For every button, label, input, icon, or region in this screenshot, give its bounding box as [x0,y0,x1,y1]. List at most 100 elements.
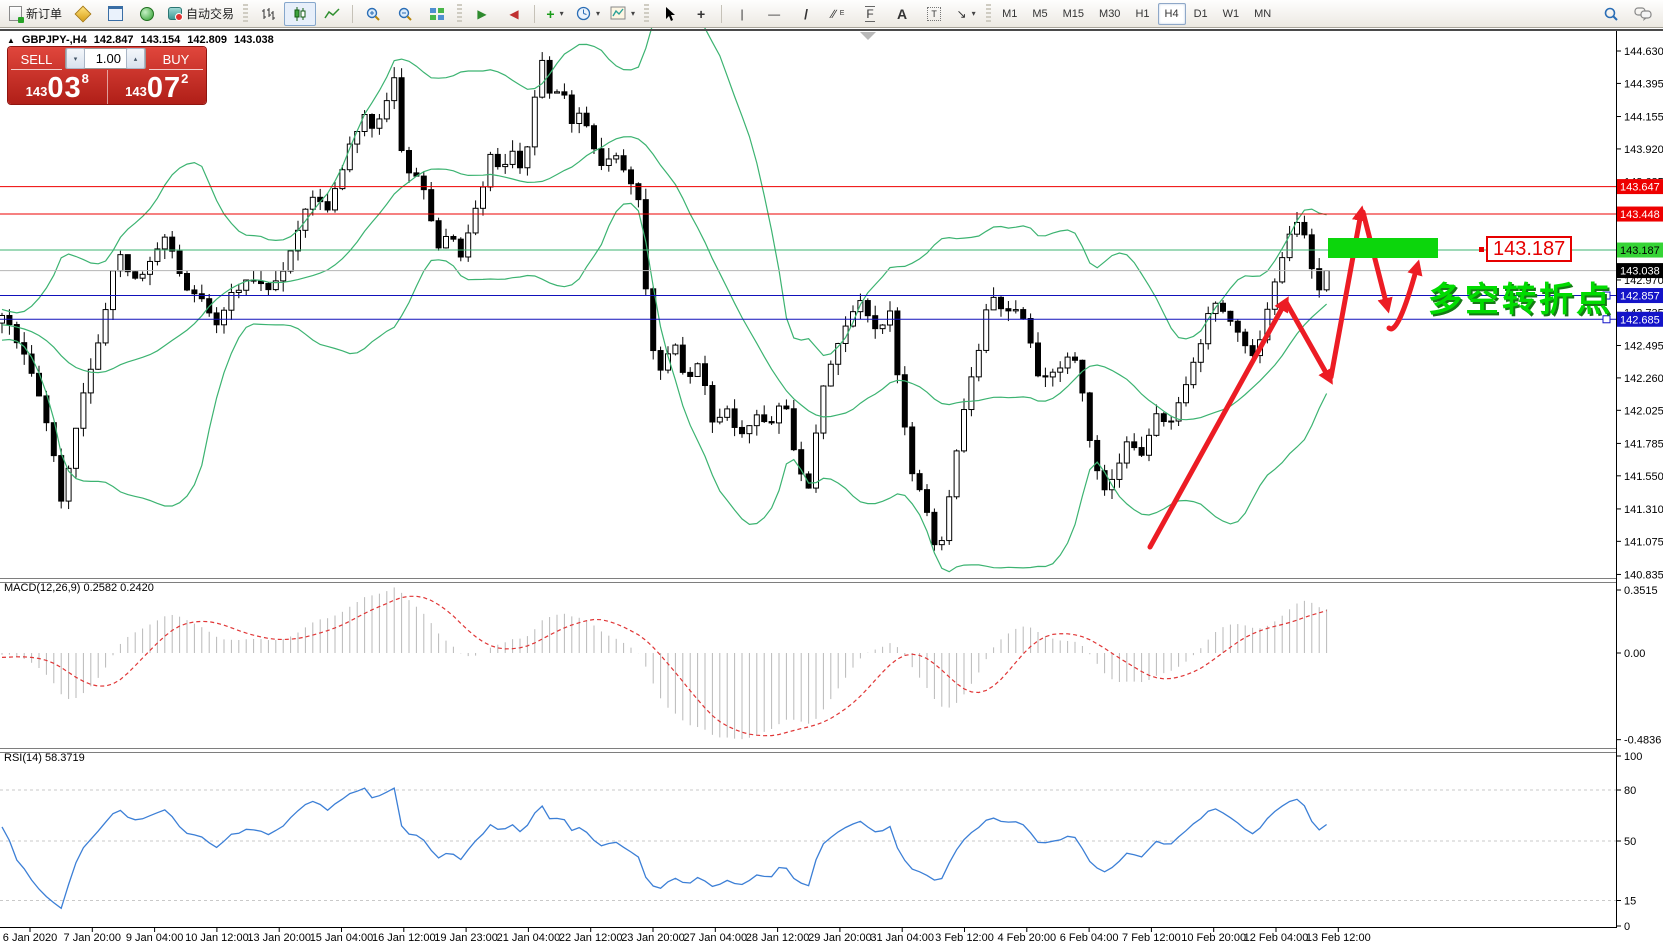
collapse-panel-icon[interactable]: ▲ [7,35,15,45]
time-tick-label: 21 Jan 04:00 [497,932,561,944]
time-tick-label: 3 Feb 12:00 [935,932,994,944]
time-tick-label: 16 Jan 12:00 [372,932,436,944]
buy-button[interactable]: BUY [149,49,203,70]
templates-button[interactable]: ▾ [605,2,640,26]
macd-label: MACD(12,26,9) 0.2582 0.2420 [4,582,154,594]
rsi-tick-label: 80 [1624,785,1636,797]
autotrading-icon [168,7,184,21]
trend-arrow[interactable] [1147,296,1289,550]
highlight-zone-rect[interactable] [1328,238,1438,258]
autotrading-button[interactable]: 自动交易 [163,2,239,26]
timeframe-button-h1[interactable]: H1 [1135,7,1150,20]
text-button[interactable]: A [886,2,918,26]
new-chart-button[interactable] [99,2,131,26]
one-click-trading-panel: SELL ▾ 1.00 ▴ BUY 143 03 8 143 07 2 [8,47,206,104]
timeframe-button-m1[interactable]: M1 [1002,7,1018,20]
pane-separator-macd[interactable] [0,578,1616,583]
sell-button[interactable]: SELL [11,49,62,70]
vertical-line-icon: | [740,6,744,21]
bar-chart-button[interactable] [252,2,284,26]
price-callout-box[interactable]: 143.187 [1486,236,1573,262]
vertical-line-button[interactable]: | [726,2,758,26]
chart-shift-button[interactable]: ◀ [498,2,530,26]
hline-handle[interactable] [1602,315,1611,324]
volume-increase-button[interactable]: ▴ [126,48,145,69]
cursor-button[interactable] [653,2,685,26]
toolbar-grip [986,3,992,24]
new-order-button[interactable]: 新订单 [4,2,67,26]
timeframe-button-m15[interactable]: M15 [1062,7,1085,20]
main-toolbar: 新订单 自动交易 ▶ ◀ + ▾ ▾ ▾ + | [0,0,1663,28]
timeframe-button-w1[interactable]: W1 [1222,7,1240,20]
sell-price-sup: 8 [81,71,89,86]
timeframe-button-mn[interactable]: MN [1254,7,1272,20]
level-price-badge: 143.448 [1620,209,1660,221]
time-tick-label: 19 Jan 23:00 [434,932,498,944]
chevron-down-icon[interactable]: ▾ [559,9,564,18]
tile-windows-icon [430,7,445,20]
timeframe-button-d1[interactable]: D1 [1193,7,1208,20]
signals-button[interactable] [131,2,163,26]
auto-scroll-icon: ▶ [477,6,487,21]
rsi-tick-label: 15 [1624,896,1636,908]
candlestick-chart-button[interactable] [284,1,317,26]
trendline-button[interactable]: / [790,2,822,26]
trend-arrow[interactable] [1283,299,1333,385]
trend-arrow[interactable] [1360,209,1393,314]
shapes-button[interactable]: ↘ ▾ [950,2,982,26]
time-tick-label: 22 Jan 12:00 [559,932,623,944]
scroll-position-marker[interactable] [860,32,876,40]
zoom-out-button[interactable] [389,2,421,26]
timeframe-button-m5[interactable]: M5 [1032,7,1048,20]
auto-scroll-button[interactable]: ▶ [466,2,498,26]
buy-price-sup: 2 [181,71,189,86]
indicators-icon: + [546,5,555,22]
symbol-period-label: GBPJPY-,H4 [21,34,87,46]
timeframe-button-h4[interactable]: H4 [1157,2,1186,25]
bar-chart-icon [262,7,276,20]
chevron-down-icon[interactable]: ▾ [971,9,976,18]
callout-handle[interactable] [1479,247,1484,252]
channel-button[interactable]: ∕∕ E [822,2,854,26]
text-label-button[interactable]: T [918,2,950,26]
trend-arrow[interactable] [1328,205,1368,380]
chevron-down-icon[interactable]: ▾ [596,9,601,18]
search-button[interactable] [1595,2,1627,26]
horizontal-line-button[interactable]: — [758,2,790,26]
zoom-in-button[interactable] [357,2,389,26]
sell-price[interactable]: 143 03 8 [8,70,107,104]
time-tick-label: 9 Jan 04:00 [126,932,184,944]
chevron-down-icon[interactable]: ▾ [631,9,636,18]
timeframe-button-m30[interactable]: M30 [1099,7,1121,20]
periods-button[interactable]: ▾ [571,2,605,26]
pane-separator-rsi[interactable] [0,748,1616,753]
rsi-tick-label: 50 [1624,836,1636,848]
price-tick-label: 140.835 [1624,569,1663,581]
new-chart-icon [107,6,123,21]
crosshair-button[interactable]: + [685,2,717,26]
indicators-button[interactable]: + ▾ [539,2,571,26]
rsi-label: RSI(14) 58.3719 [4,752,85,764]
chat-button[interactable] [1627,2,1659,26]
time-tick-label: 10 Jan 12:00 [185,932,249,944]
level-price-badge: 143.187 [1620,245,1660,257]
chat-icon [1634,7,1652,21]
volume-input[interactable]: 1.00 [95,51,121,66]
crosshair-icon: + [696,5,706,22]
tile-windows-button[interactable] [421,2,453,26]
market-button[interactable] [67,2,99,26]
trend-arrow-curve[interactable] [1386,259,1423,332]
turning-point-text[interactable]: 多空转折点 [1428,281,1613,319]
channel-sub-label: E [839,10,845,17]
time-tick-label: 23 Jan 20:00 [621,932,685,944]
buy-price[interactable]: 143 07 2 [108,70,207,104]
fibonacci-button[interactable]: F [854,2,886,26]
line-chart-button[interactable] [316,2,348,26]
zoom-in-icon [366,7,380,21]
volume-decrease-button[interactable]: ▾ [66,48,85,69]
macd-tick-label: 0.3515 [1624,585,1658,597]
channel-icon: ∕∕ [831,6,836,21]
text-label-icon: T [927,6,942,21]
hline-handle[interactable] [1602,291,1611,300]
